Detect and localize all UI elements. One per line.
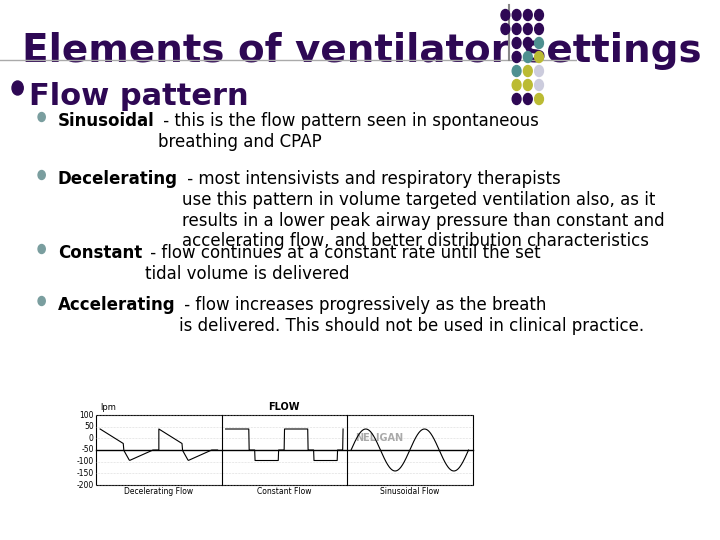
Text: -200: -200 — [76, 481, 94, 489]
Circle shape — [523, 93, 532, 105]
Circle shape — [523, 65, 532, 77]
Circle shape — [512, 51, 521, 63]
Circle shape — [535, 65, 544, 77]
Circle shape — [38, 245, 45, 253]
Text: -50: -50 — [81, 446, 94, 455]
Text: Flow pattern: Flow pattern — [29, 82, 248, 111]
Circle shape — [38, 112, 45, 122]
Text: Accelerating: Accelerating — [58, 296, 175, 314]
Circle shape — [535, 51, 544, 63]
Text: - this is the flow pattern seen in spontaneous
breathing and CPAP: - this is the flow pattern seen in spont… — [158, 112, 539, 151]
FancyBboxPatch shape — [96, 415, 472, 485]
Circle shape — [535, 79, 544, 91]
Text: 50: 50 — [84, 422, 94, 431]
Circle shape — [501, 24, 510, 35]
Text: - flow continues at a constant rate until the set
tidal volume is delivered: - flow continues at a constant rate unti… — [145, 244, 541, 283]
Circle shape — [535, 37, 544, 49]
Circle shape — [523, 24, 532, 35]
Circle shape — [535, 93, 544, 105]
Text: Constant Flow: Constant Flow — [257, 487, 312, 496]
Text: Decelerating Flow: Decelerating Flow — [125, 487, 194, 496]
Text: - flow increases progressively as the breath
is delivered. This should not be us: - flow increases progressively as the br… — [179, 296, 644, 335]
Circle shape — [512, 93, 521, 105]
Circle shape — [523, 51, 532, 63]
Text: Elements of ventilator settings: Elements of ventilator settings — [22, 32, 702, 70]
Circle shape — [512, 79, 521, 91]
Text: Sinusoidal: Sinusoidal — [58, 112, 154, 130]
Text: FLOW: FLOW — [269, 402, 300, 412]
Circle shape — [523, 37, 532, 49]
Text: Decelerating: Decelerating — [58, 170, 178, 188]
Circle shape — [535, 24, 544, 35]
Circle shape — [38, 171, 45, 179]
Circle shape — [535, 10, 544, 21]
Circle shape — [512, 24, 521, 35]
Text: 0: 0 — [89, 434, 94, 443]
Text: NELIGAN: NELIGAN — [355, 433, 403, 443]
Text: lpm: lpm — [100, 403, 116, 412]
Circle shape — [12, 81, 23, 95]
Circle shape — [512, 10, 521, 21]
Text: -150: -150 — [76, 469, 94, 478]
Text: Sinusoidal Flow: Sinusoidal Flow — [380, 487, 439, 496]
Circle shape — [512, 65, 521, 77]
Circle shape — [512, 37, 521, 49]
Circle shape — [501, 10, 510, 21]
Text: - most intensivists and respiratory therapists
use this pattern in volume target: - most intensivists and respiratory ther… — [181, 170, 665, 251]
Text: 100: 100 — [79, 410, 94, 420]
Text: Constant: Constant — [58, 244, 142, 262]
Circle shape — [523, 79, 532, 91]
Text: -100: -100 — [76, 457, 94, 466]
Circle shape — [523, 10, 532, 21]
Circle shape — [38, 296, 45, 306]
